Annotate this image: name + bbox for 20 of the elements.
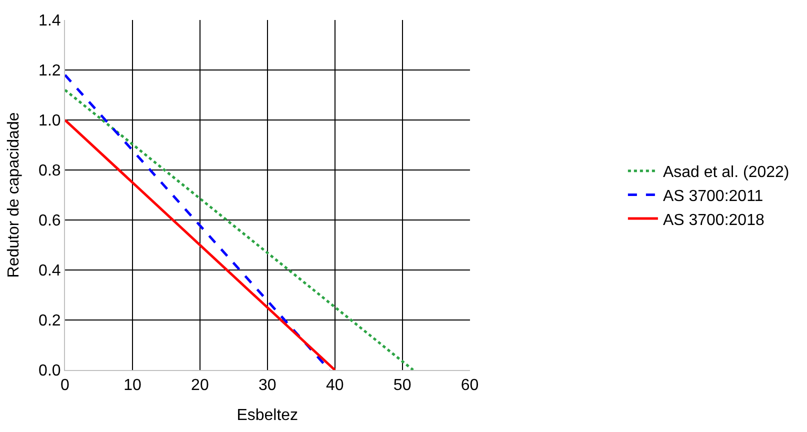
y-tick-label: 0.8: [38, 162, 61, 180]
y-tick-label: 1.0: [38, 112, 61, 130]
x-tick-label: 0: [60, 377, 70, 394]
legend-label: Asad et al. (2022): [662, 164, 790, 182]
y-tick-label: 0.2: [38, 312, 61, 330]
x-tick-label: 60: [460, 377, 479, 394]
x-tick-label: 50: [393, 377, 412, 394]
y-tick-label: 0.6: [38, 212, 61, 230]
y-tick-label: 0.0: [38, 362, 61, 380]
x-tick-label: 20: [191, 377, 209, 394]
x-tick-label: 40: [326, 377, 344, 394]
y-tick-label: 1.2: [38, 62, 61, 80]
x-axis-title: Esbeltez: [236, 406, 298, 424]
y-tick-label: 1.4: [38, 12, 61, 30]
legend-label: AS 3700:2011: [662, 188, 764, 205]
x-tick-label: 30: [258, 377, 276, 394]
x-tick-label: 10: [124, 377, 142, 394]
y-tick-label: 0.4: [38, 262, 61, 280]
legend-label: AS 3700:2018: [662, 212, 764, 229]
y-axis-title: Redutor de capacidade: [5, 112, 22, 278]
